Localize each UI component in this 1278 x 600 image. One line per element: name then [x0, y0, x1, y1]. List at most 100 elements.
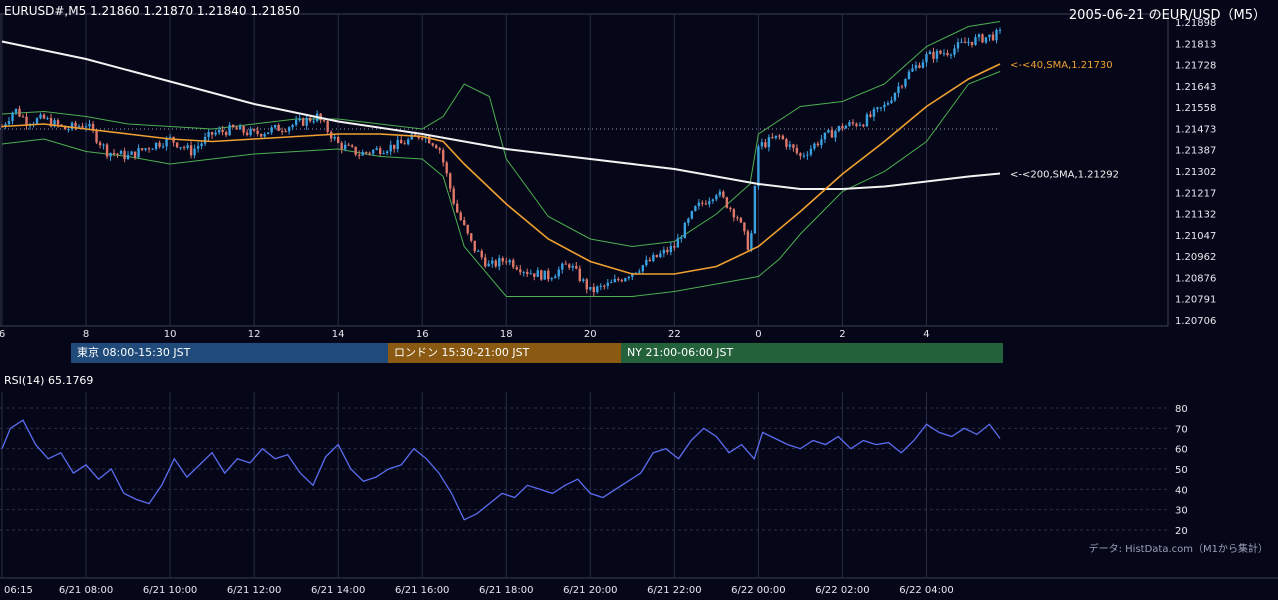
rsi-y-tick-label: 30: [1175, 506, 1188, 517]
candle-body: [830, 130, 834, 138]
candle-body: [277, 124, 280, 131]
candle-body: [144, 148, 147, 150]
candle-body: [592, 287, 595, 293]
rsi-x-tick-label: 6/22 02:00: [815, 585, 869, 596]
candle-body: [165, 137, 168, 147]
candle-body: [907, 71, 911, 80]
candle-body: [977, 34, 981, 38]
candle-body: [25, 116, 28, 126]
rsi-line: [1, 419, 1001, 521]
candle-body: [617, 279, 620, 281]
candle-body: [582, 279, 585, 281]
candle-body: [133, 151, 137, 158]
candle-body: [74, 122, 77, 127]
candle-body: [641, 265, 645, 272]
candle-body: [179, 147, 182, 149]
candle-body: [795, 147, 799, 154]
candle-body: [11, 112, 14, 121]
candle-body: [147, 148, 151, 150]
candle-body: [428, 136, 431, 144]
candle-body: [624, 278, 627, 282]
candle-body: [792, 144, 795, 148]
candle-body: [764, 142, 767, 148]
candle-body: [403, 143, 406, 145]
candle-body: [354, 146, 357, 155]
candle-body: [571, 265, 574, 268]
y-tick-label: 1.21473: [1175, 124, 1216, 135]
candle-body: [168, 136, 172, 138]
rsi-x-tick-label: 6/22 00:00: [731, 585, 785, 596]
candle-body: [400, 139, 403, 144]
rsi-x-tick-label: 6/21 08:00: [59, 585, 113, 596]
x-tick-label: 12: [248, 329, 261, 340]
candle-body: [634, 272, 638, 274]
candle-body: [627, 276, 631, 279]
candle-body: [711, 199, 715, 201]
candle-body: [946, 53, 949, 56]
candle-body: [266, 132, 270, 134]
date-pair-title: 2005-06-21 のEUR/USD（M5）: [1068, 8, 1266, 23]
candle-body: [893, 92, 897, 101]
candle-body: [312, 121, 315, 123]
candle-body: [802, 155, 806, 157]
candle-body: [501, 258, 504, 262]
y-tick-label: 1.21643: [1175, 82, 1216, 93]
candle-body: [217, 129, 221, 133]
candle-body: [701, 202, 704, 204]
candle-body: [322, 120, 326, 122]
candle-body: [697, 202, 701, 207]
candle-body: [382, 153, 385, 155]
candle-body: [280, 130, 284, 132]
candle-body: [785, 139, 788, 147]
candle-body: [498, 258, 501, 267]
candle-body: [683, 222, 687, 239]
candle-body: [939, 50, 942, 54]
candle-body: [256, 130, 259, 134]
candle-body: [809, 148, 813, 155]
candle-body: [883, 104, 886, 108]
candle-body: [575, 265, 578, 269]
x-tick-label: 18: [500, 329, 513, 340]
rsi-x-tick-label: 6/22 04:00: [899, 585, 953, 596]
rsi-x-tick-label: 6/21 10:00: [143, 585, 197, 596]
candle-body: [729, 207, 732, 210]
candle-body: [238, 126, 242, 130]
candle-body: [736, 217, 739, 219]
candle-body: [981, 34, 984, 43]
candle-body: [186, 145, 189, 148]
candle-body: [760, 142, 764, 147]
sma40-line: [1, 63, 1001, 275]
candle-body: [210, 132, 214, 135]
candle-body: [431, 143, 434, 146]
candle-body: [81, 126, 84, 128]
candle-body: [519, 269, 522, 273]
candle-body: [385, 151, 389, 154]
candle-body: [200, 143, 203, 147]
candle-body: [995, 30, 998, 41]
candle-body: [862, 124, 865, 127]
candle-body: [918, 65, 921, 68]
candle-body: [743, 222, 746, 232]
candle-body: [7, 120, 11, 125]
x-tick-label: 10: [164, 329, 177, 340]
candle-body: [193, 148, 196, 156]
candle-body: [112, 152, 116, 154]
candle-body: [718, 191, 722, 196]
candle-body: [967, 41, 970, 44]
candle-body: [67, 129, 70, 131]
candle-body: [554, 276, 557, 279]
rsi-x-tick-label: 06:15: [4, 585, 33, 596]
candle-body: [662, 249, 666, 254]
candle-body: [473, 240, 476, 252]
rsi-x-tick-label: 6/21 22:00: [647, 585, 701, 596]
y-tick-label: 1.21898: [1175, 18, 1216, 29]
candle-body: [746, 231, 750, 250]
candle-body: [105, 144, 109, 157]
candle-body: [84, 126, 88, 128]
candle-body: [389, 144, 392, 152]
candle-body: [942, 53, 946, 55]
sma200-label: <-<200,SMA,1.21292: [1010, 170, 1119, 181]
candle-body: [361, 152, 364, 156]
candle-body: [224, 132, 228, 136]
candle-body: [869, 114, 872, 117]
